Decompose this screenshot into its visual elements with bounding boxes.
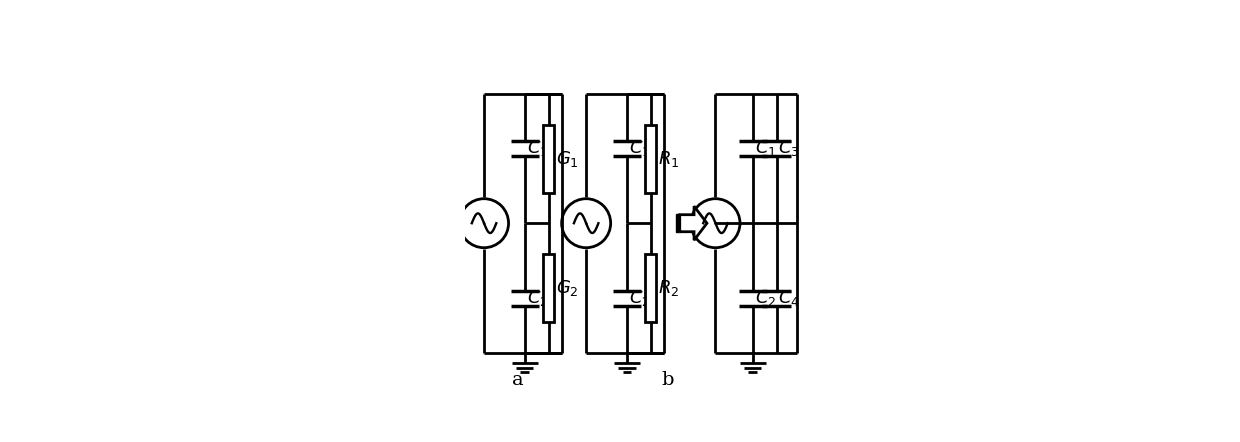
Polygon shape [680, 206, 707, 240]
Text: $C_1$: $C_1$ [629, 138, 650, 158]
Bar [645, 125, 656, 193]
Text: $C_1$: $C_1$ [527, 138, 548, 158]
Text: $R_2$: $R_2$ [658, 278, 680, 298]
Text: a: a [512, 371, 523, 389]
Text: $C_4$: $C_4$ [779, 288, 800, 308]
Bar [645, 254, 656, 322]
Text: $C_2$: $C_2$ [755, 288, 776, 308]
Bar [543, 125, 554, 193]
Text: b: b [662, 371, 675, 389]
Bar [543, 254, 554, 322]
Text: $C_2$: $C_2$ [527, 288, 548, 308]
Text: $R_1$: $R_1$ [658, 149, 680, 168]
Text: $C_1$: $C_1$ [755, 138, 776, 158]
Text: $C_3$: $C_3$ [779, 138, 800, 158]
Bar [676, 214, 680, 232]
Text: $G_1$: $G_1$ [556, 149, 579, 168]
Text: $G_2$: $G_2$ [556, 278, 579, 298]
Text: $C_2$: $C_2$ [629, 288, 650, 308]
